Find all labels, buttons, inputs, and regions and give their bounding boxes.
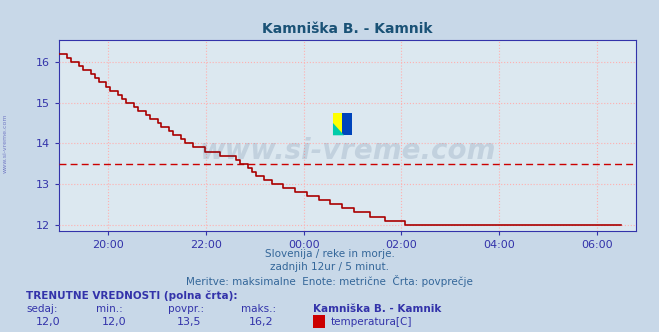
Bar [342, 113, 351, 135]
Text: TRENUTNE VREDNOSTI (polna črta):: TRENUTNE VREDNOSTI (polna črta): [26, 291, 238, 301]
Text: www.si-vreme.com: www.si-vreme.com [200, 136, 496, 165]
Text: maks.:: maks.: [241, 304, 275, 314]
Text: Meritve: maksimalne  Enote: metrične  Črta: povprečje: Meritve: maksimalne Enote: metrične Črta… [186, 275, 473, 287]
Text: www.si-vreme.com: www.si-vreme.com [3, 113, 8, 173]
Text: min.:: min.: [96, 304, 123, 314]
Text: 16,2: 16,2 [249, 317, 273, 327]
Text: Kamniška B. - Kamnik: Kamniška B. - Kamnik [313, 304, 442, 314]
Text: 12,0: 12,0 [102, 317, 127, 327]
Text: sedaj:: sedaj: [26, 304, 58, 314]
Bar [333, 113, 351, 135]
Text: 12,0: 12,0 [36, 317, 61, 327]
Title: Kamniška B. - Kamnik: Kamniška B. - Kamnik [262, 22, 433, 36]
Text: povpr.:: povpr.: [168, 304, 204, 314]
Text: Slovenija / reke in morje.: Slovenija / reke in morje. [264, 249, 395, 259]
Text: zadnjih 12ur / 5 minut.: zadnjih 12ur / 5 minut. [270, 262, 389, 272]
Text: 13,5: 13,5 [177, 317, 201, 327]
Polygon shape [333, 123, 344, 135]
Text: temperatura[C]: temperatura[C] [331, 317, 413, 327]
